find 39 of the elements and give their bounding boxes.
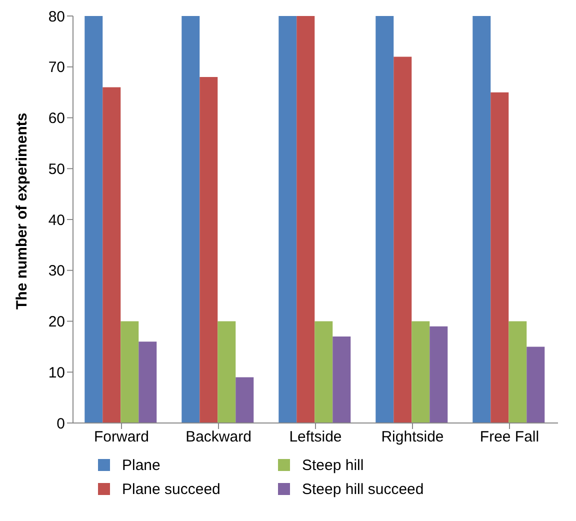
y-tick-label: 20 (48, 314, 65, 331)
bar (508, 321, 527, 423)
y-tick-label: 30 (48, 262, 65, 280)
bar (138, 342, 157, 423)
x-tick-label: Leftside (289, 428, 342, 446)
bar (332, 336, 351, 423)
bar (394, 56, 412, 423)
bar (236, 377, 254, 423)
bar (200, 77, 218, 423)
bar (472, 16, 491, 423)
bar (218, 321, 236, 423)
bar (376, 16, 394, 423)
legend-label: Plane succeed (122, 480, 220, 498)
x-tick-label: Free Fall (480, 428, 540, 446)
bar (296, 16, 315, 423)
bar (526, 346, 545, 423)
legend-label: Steep hill succeed (302, 480, 424, 498)
y-tick-label: 80 (48, 8, 65, 26)
y-tick-label: 40 (48, 212, 65, 229)
y-axis-title: The number of experiments (13, 112, 30, 310)
bar (182, 16, 200, 423)
bar (120, 321, 139, 423)
legend-label: Plane (122, 456, 160, 474)
x-tick-label: Forward (94, 428, 150, 446)
bar (490, 92, 509, 423)
y-tick-label: 60 (48, 110, 65, 128)
y-tick-label: 0 (56, 415, 65, 432)
y-tick-label: 70 (48, 59, 65, 76)
bar (430, 326, 448, 423)
bar (278, 16, 297, 423)
x-tick-label: Rightside (381, 428, 444, 446)
bar (102, 87, 121, 423)
bar (412, 321, 430, 423)
y-tick-label: 10 (48, 364, 65, 382)
legend-label: Steep hill (302, 456, 364, 474)
bar (84, 16, 103, 423)
bar (314, 321, 333, 423)
x-tick-label: Backward (186, 428, 252, 446)
y-tick-label: 50 (48, 160, 65, 178)
